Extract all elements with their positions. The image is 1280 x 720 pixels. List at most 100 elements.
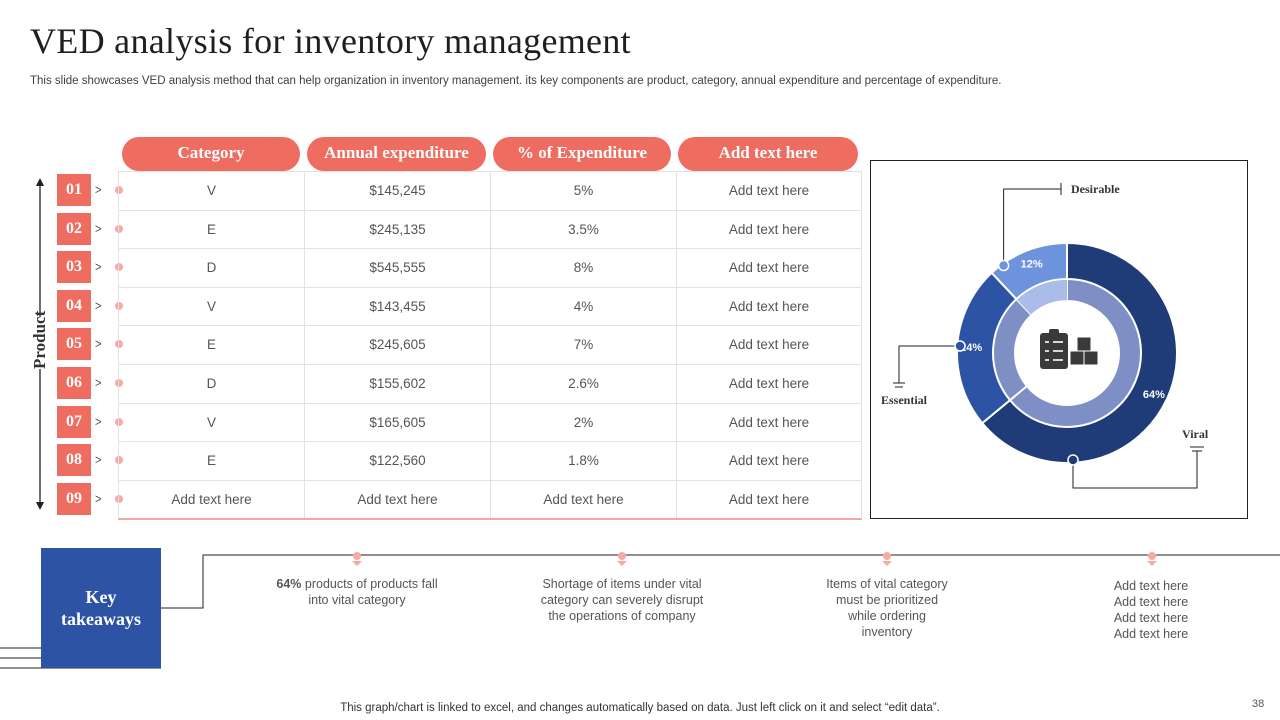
- cell-expenditure: $545,555: [369, 260, 426, 276]
- cell-note: Add text here: [728, 221, 810, 237]
- cell-percent: 7%: [573, 337, 594, 353]
- box-icon: [1069, 350, 1085, 366]
- takeaway-1-text: products of products fall into vital cat…: [304, 577, 438, 607]
- takeaway-caret: [882, 561, 892, 566]
- callout-line-viral: [1072, 451, 1198, 489]
- cell-note: Add text here: [728, 183, 810, 198]
- row-number-badge: 09: [57, 482, 91, 515]
- row-number-badge: 02: [57, 212, 91, 245]
- header-percent-expenditure: % of Expenditure: [493, 137, 671, 171]
- cell-percent: 4%: [573, 298, 594, 314]
- cell-expenditure: $155,602: [369, 376, 426, 391]
- cell-note: Add text here: [728, 376, 810, 391]
- takeaway-3-text: Items of vital category must be prioriti…: [826, 577, 948, 639]
- takeaway-marker: [618, 552, 626, 560]
- cell-category: V: [206, 298, 216, 314]
- takeaway-caret: [617, 561, 627, 566]
- donut-value-label-essential: 24%: [960, 342, 982, 354]
- row-pointer-icon: ᐳ: [95, 185, 102, 195]
- product-axis-label: Product: [30, 310, 50, 369]
- cell-expenditure: $165,605: [369, 414, 426, 430]
- cell-expenditure: Add text here: [357, 491, 438, 507]
- callout-line-essential: [898, 345, 960, 383]
- callout-dot-viral: [1067, 454, 1079, 466]
- donut-value-label-viral: 64%: [1143, 389, 1165, 401]
- callout-dot-essential: [954, 340, 966, 352]
- table-row: E $245,605 7% Add text here: [119, 325, 861, 364]
- callout-line-desirable: [1003, 188, 1061, 266]
- cell-category: E: [206, 221, 216, 237]
- table-row: V $145,245 5% Add text here: [119, 171, 861, 210]
- header-annual-expenditure: Annual expenditure: [307, 137, 486, 171]
- row-number-badge: 06: [57, 367, 91, 399]
- row-dot: [115, 301, 123, 310]
- row-dot: [115, 340, 123, 349]
- cell-category: D: [206, 260, 217, 276]
- table-row: E $122,560 1.8% Add text here: [119, 441, 861, 480]
- takeaway-3: Items of vital category must be prioriti…: [826, 576, 948, 640]
- row-pointer-icon: ᐳ: [95, 300, 102, 311]
- takeaway-2: Shortage of items under vital category c…: [534, 576, 710, 624]
- header-add-text: Add text here: [678, 137, 858, 171]
- page-title: VED analysis for inventory management: [30, 21, 631, 61]
- takeaway-4: Add text here Add text here Add text her…: [1106, 578, 1196, 642]
- row-dot: [115, 263, 123, 272]
- legend-label-desirable: Desirable: [1071, 182, 1120, 196]
- row-number-badge: 01: [57, 174, 91, 206]
- row-dot: [115, 379, 123, 387]
- row-pointer-icon: ᐳ: [95, 223, 102, 234]
- donut-slice-desirable: [990, 241, 1068, 301]
- takeaway-caret: [1147, 561, 1157, 566]
- header-category: Category: [122, 137, 300, 171]
- row-pointer-icon: ᐳ: [95, 416, 102, 427]
- donut-chart: 64% 24% 12%: [893, 183, 1204, 489]
- takeaway-marker: [353, 552, 361, 560]
- cell-percent: 3.5%: [568, 221, 599, 237]
- takeaway-2-text: Shortage of items under vital category c…: [540, 577, 704, 623]
- takeaway-1-highlight: 64%: [276, 577, 302, 591]
- row-pointer-icon: ᐳ: [95, 262, 102, 273]
- key-takeaways-label: Key takeaways: [61, 587, 141, 629]
- donut-inner-segment-desirable: [1017, 280, 1067, 315]
- row-dot: [115, 186, 123, 194]
- cell-note: Add text here: [728, 453, 810, 469]
- table-row: Add text here Add text here Add text here A…: [119, 479, 861, 519]
- table-row: D $155,602 2.6% Add text here: [119, 364, 861, 403]
- cell-note: Add text here: [728, 337, 810, 353]
- cell-expenditure: $245,605: [369, 337, 426, 353]
- donut-value-label-desirable: 12%: [1021, 259, 1043, 271]
- row-number-badge: 05: [57, 328, 91, 361]
- row-number-badge: 08: [57, 444, 91, 477]
- donut-chart-panel: 64% 24% 12% Desirable Essential Viral: [870, 160, 1248, 519]
- cell-percent: 1.8%: [568, 453, 599, 469]
- row-pointer-icon: ᐳ: [95, 339, 102, 350]
- takeaway-marker: [1148, 552, 1156, 560]
- cell-note: Add text here: [728, 298, 810, 314]
- cell-category: E: [206, 337, 216, 353]
- cell-category: D: [206, 376, 217, 391]
- row-number-badge: 03: [57, 251, 91, 284]
- cell-note: Add text here: [728, 414, 810, 430]
- box-icon: [1083, 350, 1099, 366]
- cell-note: Add text here: [728, 260, 810, 276]
- cell-percent: 8%: [573, 260, 594, 276]
- page-number: 38: [1252, 698, 1265, 710]
- table-row: E $245,135 3.5% Add text here: [119, 209, 861, 249]
- row-number-badge: 04: [57, 289, 91, 322]
- table-row: V $165,605 2% Add text here: [119, 402, 861, 442]
- row-dot: [115, 456, 123, 465]
- cell-expenditure: $143,455: [369, 298, 426, 314]
- row-pointer-icon: ᐳ: [95, 455, 102, 466]
- footer-note: This graph/chart is linked to excel, and…: [340, 702, 940, 714]
- row-dot: [115, 224, 123, 233]
- expenditure-table: V $145,245 5% Add text here E $245,135 3.5% Add…: [118, 171, 862, 520]
- cell-percent: 2.6%: [568, 376, 599, 391]
- cell-percent: 5%: [573, 183, 594, 198]
- cell-expenditure: $145,245: [369, 183, 426, 198]
- takeaway-1: 64% products of products fall into vital…: [272, 576, 442, 608]
- cell-category: E: [206, 453, 216, 469]
- takeaway-marker: [883, 552, 891, 560]
- cell-category: Add text here: [171, 491, 252, 507]
- cell-note: Add text here: [728, 491, 810, 507]
- clipboard-clip-icon: [1049, 329, 1059, 336]
